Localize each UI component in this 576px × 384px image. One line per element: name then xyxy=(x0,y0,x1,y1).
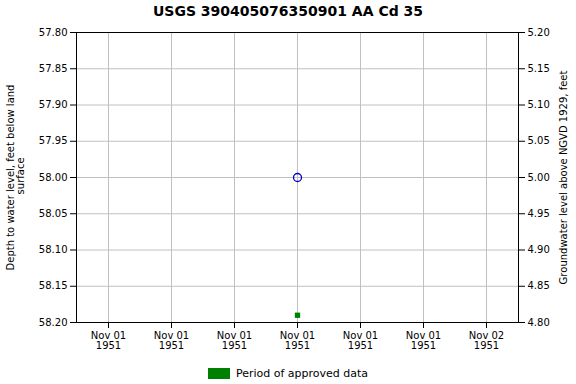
svg-text:58.15: 58.15 xyxy=(39,280,68,291)
svg-text:Nov 011951: Nov 011951 xyxy=(343,330,378,351)
svg-text:5.15: 5.15 xyxy=(528,63,550,74)
svg-text:5.00: 5.00 xyxy=(528,172,550,183)
html-text:USGS 390405076350901 AA Cd 35: USGS 390405076350901 AA Cd 35 xyxy=(153,3,423,19)
svg-text:5.10: 5.10 xyxy=(528,99,550,110)
svg-text:58.10: 58.10 xyxy=(39,244,68,255)
svg-text:Groundwater level above NGVD 1: Groundwater level above NGVD 1929, feet xyxy=(558,71,569,285)
svg-text:57.85: 57.85 xyxy=(39,63,68,74)
svg-text:Depth to water level, feet bel: Depth to water level, feet below land su… xyxy=(5,85,26,271)
svg-text:Nov 011951: Nov 011951 xyxy=(217,330,252,351)
svg-text:57.95: 57.95 xyxy=(39,135,68,146)
svg-text:Nov 011951: Nov 011951 xyxy=(406,330,441,351)
svg-text:57.80: 57.80 xyxy=(39,27,68,38)
svg-text:58.05: 58.05 xyxy=(39,208,68,219)
svg-text:58.20: 58.20 xyxy=(39,317,68,328)
svg-text:4.80: 4.80 xyxy=(528,317,550,328)
svg-text:5.05: 5.05 xyxy=(528,135,550,146)
svg-text:Nov 011951: Nov 011951 xyxy=(154,330,189,351)
svg-text:Nov 011951: Nov 011951 xyxy=(280,330,315,351)
svg-text:Nov 011951: Nov 011951 xyxy=(91,330,126,351)
html-text:Period of approved data: Period of approved data xyxy=(235,366,369,380)
svg-text:4.85: 4.85 xyxy=(528,280,550,291)
svg-text:57.90: 57.90 xyxy=(39,99,68,110)
svg-text:4.95: 4.95 xyxy=(528,208,550,219)
svg-text:58.00: 58.00 xyxy=(39,172,68,183)
svg-text:4.90: 4.90 xyxy=(528,244,550,255)
svg-text:5.20: 5.20 xyxy=(528,27,550,38)
svg-text:Nov 021951: Nov 021951 xyxy=(469,330,504,351)
